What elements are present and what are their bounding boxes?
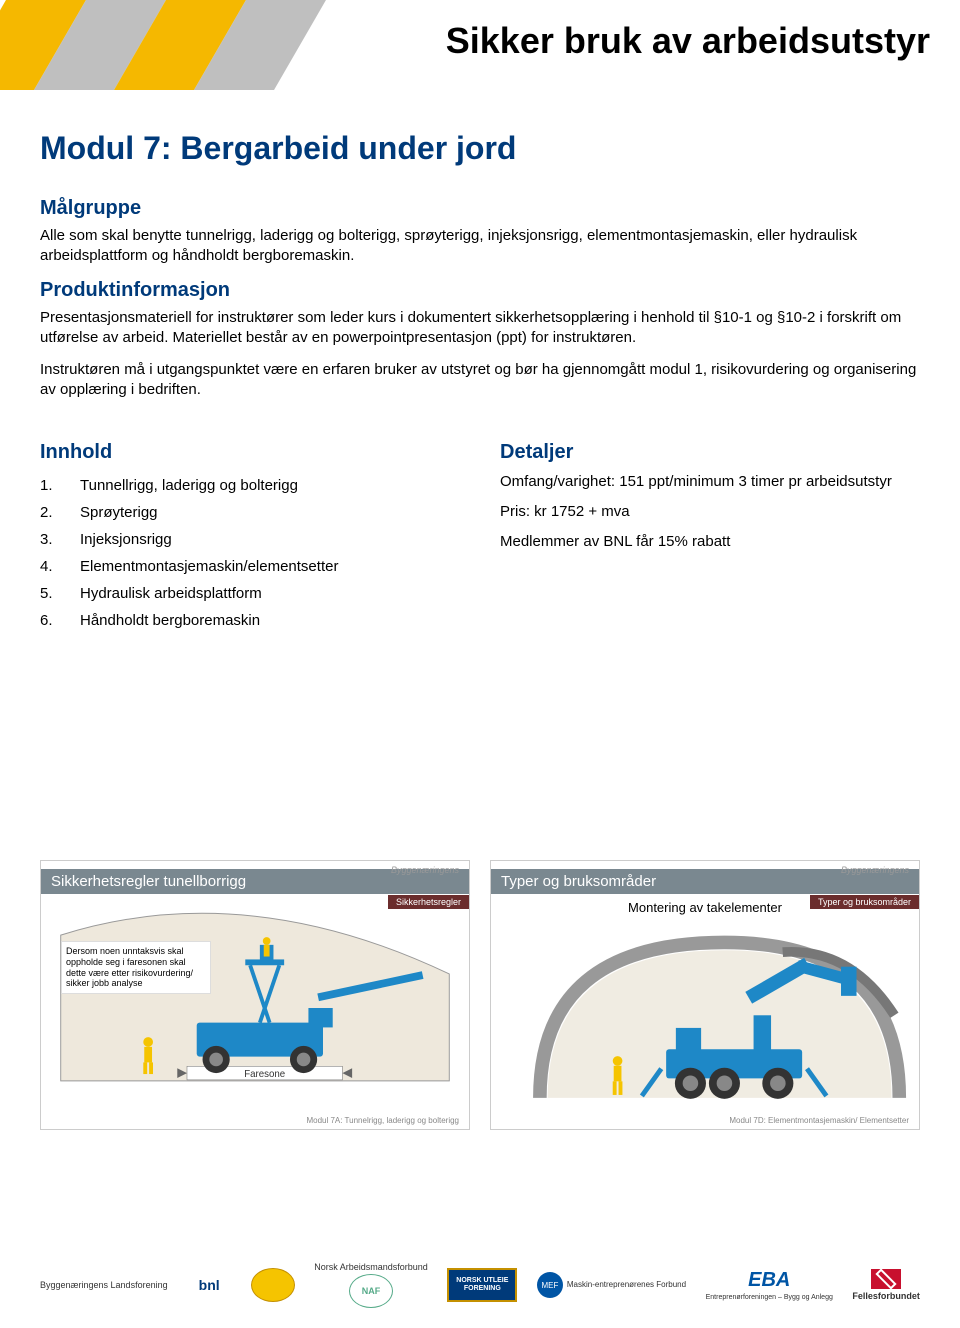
logo-naf: Norsk Arbeidsmandsforbund NAF [314,1262,428,1308]
list-item: Håndholdt bergboremaskin [40,607,460,634]
slide-right: Byggenæringens Typer og bruksområder Typ… [490,860,920,1130]
logo-fellesforbundet: Fellesforbundet [852,1269,920,1301]
logo-eba: EBA Entreprenørforeningen – Bygg og Anle… [706,1269,833,1301]
module-title: Modul 7: Bergarbeid under jord [40,130,920,167]
page-title: Sikker bruk av arbeidsutstyr [446,20,930,62]
slide-footer: Modul 7D: Elementmontasjemaskin/ Element… [729,1116,909,1125]
slide-thumbnails: Byggenæringens Sikkerhetsregler tunellbo… [40,860,920,1130]
detaljer-column: Detaljer Omfang/varighet: 151 ppt/minimu… [500,441,920,634]
slide-tab: Sikkerhetsregler [388,895,469,909]
list-item: Tunnellrigg, laderigg og bolterigg [40,472,460,499]
two-column-row: Innhold Tunnellrigg, laderigg og bolteri… [40,441,920,634]
tunnel-rig-illustration: Faresone [51,906,459,1100]
product-heading: Produktinformasjon [40,279,920,302]
detail-scope: Omfang/varighet: 151 ppt/minimum 3 timer… [500,470,920,494]
list-item: Sprøyterigg [40,499,460,526]
logo-mef: MEF Maskin-entreprenørenes Forbund [537,1272,686,1298]
detail-discount: Medlemmer av BNL får 15% rabatt [500,530,920,554]
element-machine-illustration [501,923,909,1108]
innhold-heading: Innhold [40,441,460,464]
slide-footer: Modul 7A: Tunnelrigg, laderigg og bolter… [306,1116,459,1125]
innhold-list: Tunnellrigg, laderigg og bolterigg Sprøy… [40,472,460,634]
slide-tab: Typer og bruksområder [810,895,919,909]
product-body-2: Instruktøren må i utgangspunktet være en… [40,360,920,401]
slide-brand: Byggenæringens [841,865,909,875]
innhold-column: Innhold Tunnellrigg, laderigg og bolteri… [40,441,460,634]
target-body: Alle som skal benytte tunnelrigg, laderi… [40,226,920,267]
content-area: Modul 7: Bergarbeid under jord Målgruppe… [40,130,920,634]
slide-note: Dersom noen unntaksvis skal oppholde seg… [61,941,211,994]
slide-brand: Byggenæringens [391,865,459,875]
list-item: Hydraulisk arbeidsplattform [40,580,460,607]
logo-emblem [251,1268,295,1302]
logo-utleie: NORSK UTLEIE FORENING [447,1268,517,1302]
zone-label: Faresone [244,1069,285,1080]
header-stripes [0,0,360,90]
detail-price: Pris: kr 1752 + mva [500,500,920,524]
logo-bnl-landsforening: Byggenæringens Landsforening [40,1280,168,1290]
logo-bnl: bnl [187,1268,231,1302]
list-item: Injeksjonsrigg [40,526,460,553]
footer-logos: Byggenæringens Landsforening bnl Norsk A… [40,1262,920,1308]
product-body-1: Presentasjonsmateriell for instruktører … [40,308,920,349]
target-heading: Målgruppe [40,197,920,220]
detaljer-heading: Detaljer [500,441,920,464]
slide-left: Byggenæringens Sikkerhetsregler tunellbo… [40,860,470,1130]
list-item: Elementmontasjemaskin/elementsetter [40,553,460,580]
